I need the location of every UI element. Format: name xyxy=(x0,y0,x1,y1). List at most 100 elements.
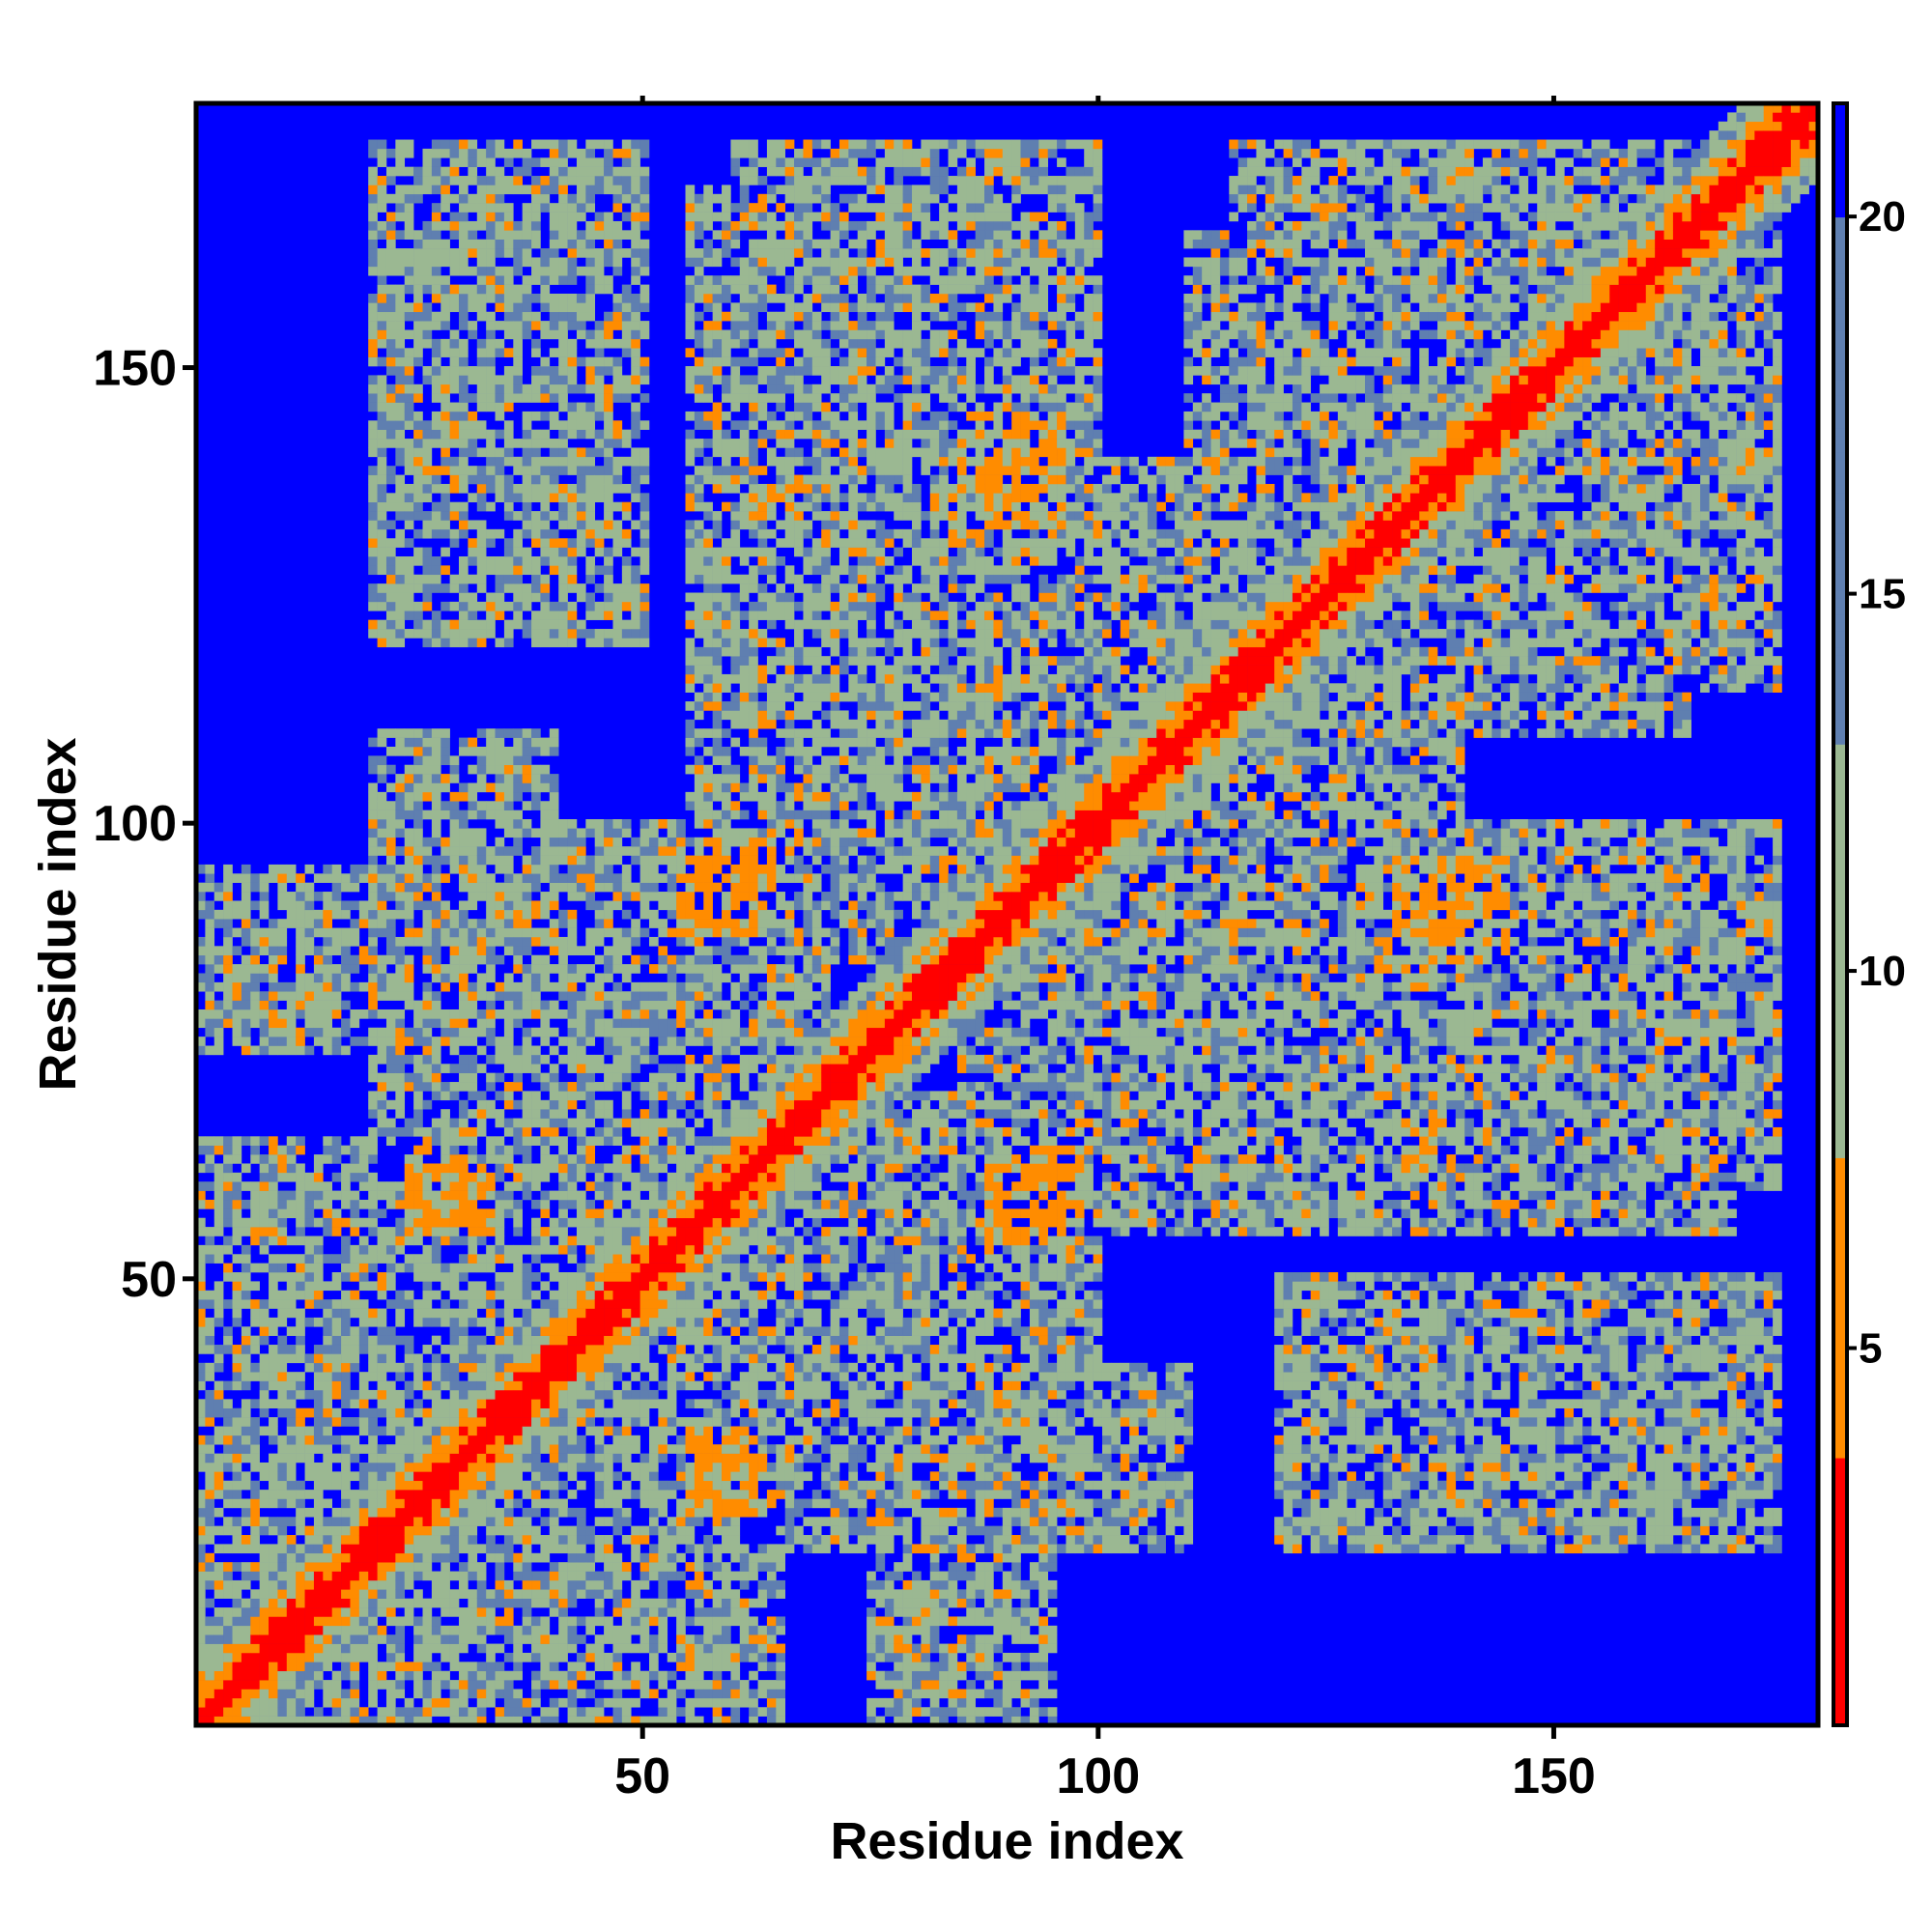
heatmap-cell xyxy=(612,429,623,440)
heatmap-cell xyxy=(486,538,496,548)
heatmap-cell xyxy=(205,1662,215,1672)
heatmap-cell xyxy=(196,1579,206,1590)
heatmap-cell xyxy=(486,1662,496,1672)
heatmap-cell xyxy=(531,1670,541,1681)
heatmap-cell xyxy=(585,511,596,521)
heatmap-cell xyxy=(531,555,541,566)
heatmap-cell xyxy=(476,1435,487,1445)
heatmap-cell xyxy=(459,964,469,974)
heatmap-cell xyxy=(422,1263,433,1273)
heatmap-cell xyxy=(404,493,414,503)
heatmap-cell xyxy=(549,311,559,322)
heatmap-cell xyxy=(304,1652,315,1662)
heatmap-cell xyxy=(377,193,387,204)
heatmap-cell xyxy=(440,964,450,974)
heatmap-cell xyxy=(341,927,351,938)
heatmap-cell xyxy=(449,1389,460,1400)
heatmap-cell xyxy=(567,456,578,467)
heatmap-cell xyxy=(476,1544,487,1554)
heatmap-cell xyxy=(449,1082,460,1092)
heatmap-cell xyxy=(395,393,406,403)
heatmap-cell xyxy=(232,1471,242,1482)
heatmap-cell xyxy=(404,230,414,240)
heatmap-cell xyxy=(350,1272,360,1282)
heatmap-cell xyxy=(269,1498,278,1509)
heatmap-cell xyxy=(567,348,578,357)
heatmap-cell xyxy=(277,1517,288,1526)
heatmap-cell xyxy=(495,1544,505,1554)
heatmap-cell xyxy=(495,936,505,947)
heatmap-cell xyxy=(576,1335,586,1346)
heatmap-cell xyxy=(604,629,613,639)
heatmap-cell xyxy=(385,973,396,983)
heatmap-cell xyxy=(604,1281,613,1292)
heatmap-cell xyxy=(304,1634,315,1644)
heatmap-cell xyxy=(440,1018,450,1029)
heatmap-cell xyxy=(196,1190,206,1201)
heatmap-cell xyxy=(422,166,433,177)
heatmap-cell xyxy=(468,447,478,458)
heatmap-cell xyxy=(486,1099,496,1110)
heatmap-cell xyxy=(558,1697,568,1708)
heatmap-cell xyxy=(368,954,378,965)
heatmap-cell xyxy=(395,1535,406,1545)
heatmap-cell xyxy=(350,1571,360,1581)
heatmap-cell xyxy=(503,203,514,213)
heatmap-cell xyxy=(558,819,568,829)
heatmap-cell xyxy=(594,1018,605,1029)
heatmap-cell xyxy=(594,1054,605,1065)
heatmap-cell xyxy=(468,1000,478,1010)
heatmap-cell xyxy=(431,819,441,829)
heatmap-cell xyxy=(296,927,305,938)
heatmap-cell xyxy=(440,1217,450,1228)
heatmap-cell xyxy=(540,837,551,847)
heatmap-cell xyxy=(540,176,551,185)
heatmap-cell xyxy=(269,1435,278,1445)
heatmap-cell xyxy=(385,1697,396,1708)
heatmap-cell xyxy=(449,583,460,593)
heatmap-cell xyxy=(486,483,496,494)
heatmap-cell xyxy=(385,193,396,204)
heatmap-cell xyxy=(440,1535,450,1545)
heatmap-cell xyxy=(205,1444,215,1454)
heatmap-cell xyxy=(576,203,586,213)
heatmap-cell xyxy=(459,846,469,856)
heatmap-cell xyxy=(476,1625,487,1635)
heatmap-cell xyxy=(304,1045,315,1056)
heatmap-cell xyxy=(431,964,441,974)
heatmap-cell xyxy=(250,1480,260,1491)
heatmap-cell xyxy=(567,176,578,185)
heatmap-cell xyxy=(431,946,441,956)
heatmap-cell xyxy=(431,1045,441,1056)
heatmap-cell xyxy=(531,1362,541,1373)
heatmap-cell xyxy=(232,1281,242,1292)
heatmap-cell xyxy=(449,1643,460,1654)
heatmap-cell xyxy=(558,1598,568,1608)
heatmap-cell xyxy=(513,239,523,249)
heatmap-cell xyxy=(503,1091,514,1101)
heatmap-cell xyxy=(404,148,414,158)
heatmap-cell xyxy=(476,1236,487,1246)
heatmap-cell xyxy=(250,1317,260,1327)
heatmap-cell xyxy=(468,1254,478,1264)
heatmap-cell xyxy=(431,882,441,893)
heatmap-cell xyxy=(449,511,460,521)
heatmap-cell xyxy=(368,629,378,639)
heatmap-cell xyxy=(286,1716,297,1726)
heatmap-cell xyxy=(341,1190,351,1201)
heatmap-cell xyxy=(522,755,532,766)
heatmap-cell xyxy=(422,1598,433,1608)
heatmap-cell xyxy=(576,828,586,838)
heatmap-cell xyxy=(431,1399,441,1408)
heatmap-cell xyxy=(385,148,396,158)
heatmap-cell xyxy=(449,375,460,385)
heatmap-cell xyxy=(513,1689,523,1699)
heatmap-cell xyxy=(223,1707,233,1717)
heatmap-cell xyxy=(503,1126,514,1137)
heatmap-cell xyxy=(503,1444,514,1454)
heatmap-cell xyxy=(296,1181,305,1191)
heatmap-cell xyxy=(440,1082,450,1092)
heatmap-cell xyxy=(468,520,478,530)
heatmap-cell xyxy=(604,1099,613,1110)
heatmap-cell xyxy=(604,230,613,240)
